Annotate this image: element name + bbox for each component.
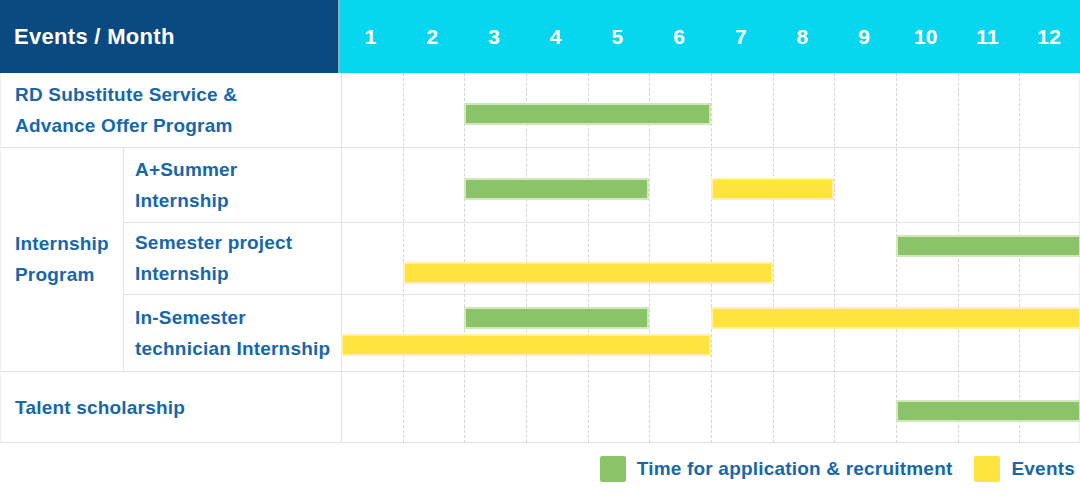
month-header-9: 9	[833, 0, 895, 73]
gantt-chart: Events / Month 123456789101112 Internshi…	[0, 0, 1080, 494]
events-month-title-cell: Events / Month	[0, 0, 340, 73]
gridline-vertical	[1019, 73, 1020, 443]
gantt-bar-yellow	[403, 262, 773, 284]
table-header: Events / Month 123456789101112	[0, 0, 1080, 73]
label-chart-divider	[341, 73, 342, 443]
gantt-bar-green	[464, 103, 711, 125]
legend-item: Time for application & recruitment	[600, 456, 953, 482]
legend-label: Time for application & recruitment	[637, 458, 953, 480]
group-divider	[123, 147, 124, 371]
gridline-vertical	[526, 73, 527, 443]
month-header-12: 12	[1018, 0, 1080, 73]
gantt-bar-green	[464, 178, 649, 200]
month-header-8: 8	[772, 0, 834, 73]
row-label: RD Substitute Service & Advance Offer Pr…	[15, 73, 341, 147]
row-label: Talent scholarship	[15, 371, 341, 443]
gantt-body: Internship ProgramRD Substitute Service …	[0, 73, 1080, 443]
legend-item: Events	[974, 456, 1075, 482]
month-header-row: 123456789101112	[340, 0, 1080, 73]
gridline-vertical	[464, 73, 465, 443]
month-header-1: 1	[340, 0, 402, 73]
month-header-5: 5	[587, 0, 649, 73]
group-label-internship-program: Internship Program	[1, 147, 123, 371]
gridline-vertical	[834, 73, 835, 443]
gridline-vertical	[711, 73, 712, 443]
row-label: A+Summer Internship	[135, 147, 341, 222]
gridline-vertical	[896, 73, 897, 443]
gantt-bar-green	[896, 235, 1080, 257]
gantt-bar-yellow	[711, 178, 834, 200]
legend: Time for application & recruitment Events	[600, 443, 1075, 494]
gridline-vertical	[958, 73, 959, 443]
gridline-vertical	[773, 73, 774, 443]
month-header-7: 7	[710, 0, 772, 73]
legend-swatch-yellow	[974, 456, 1000, 482]
month-header-10: 10	[895, 0, 957, 73]
gantt-bar-yellow	[341, 334, 711, 356]
row-label: In-Semester technician Internship	[135, 294, 341, 371]
month-header-6: 6	[648, 0, 710, 73]
gantt-bar-yellow	[711, 307, 1080, 329]
gridline-vertical	[649, 73, 650, 443]
legend-label: Events	[1011, 458, 1075, 480]
row-label: Semester project Internship	[135, 222, 341, 294]
month-header-3: 3	[463, 0, 525, 73]
month-header-2: 2	[402, 0, 464, 73]
month-header-11: 11	[957, 0, 1019, 73]
legend-swatch-green	[600, 456, 626, 482]
gridline-vertical	[588, 73, 589, 443]
gantt-bar-green	[464, 307, 649, 329]
gridline-vertical	[403, 73, 404, 443]
gantt-bar-green	[896, 400, 1080, 422]
month-header-4: 4	[525, 0, 587, 73]
